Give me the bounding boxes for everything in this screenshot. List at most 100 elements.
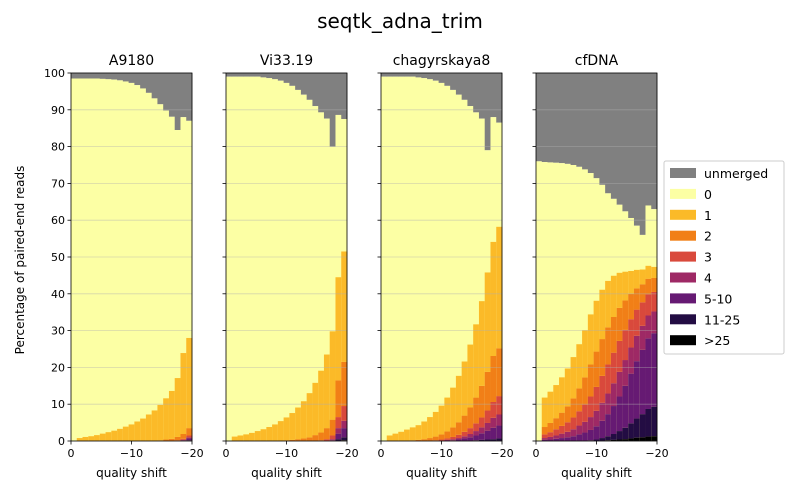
legend-label: 11-25 — [704, 312, 740, 327]
x-tick-label: −10 — [585, 447, 608, 460]
bar-0 — [231, 76, 238, 442]
bar-1 — [88, 436, 95, 441]
bar-0 — [386, 76, 393, 442]
bar-2 — [564, 406, 571, 423]
bar-0 — [467, 106, 474, 442]
y-tick-label: 80 — [51, 141, 65, 154]
bar-3 — [599, 375, 606, 403]
bar-1 — [145, 414, 153, 441]
bar-2 — [450, 427, 457, 437]
legend-label: unmerged — [704, 166, 768, 181]
bar-1 — [651, 266, 658, 278]
bar-unmerged — [455, 73, 463, 95]
bar-0 — [536, 161, 543, 441]
bar-1 — [266, 427, 273, 441]
bar-1 — [547, 391, 554, 423]
bar-1 — [105, 432, 112, 441]
bar-0 — [421, 78, 428, 441]
panel-title: cfDNA — [575, 53, 619, 69]
bar-11-25 — [639, 414, 646, 438]
x-tick-label: −20 — [645, 447, 668, 460]
bar-gt25 — [633, 437, 641, 441]
bar-1 — [312, 382, 319, 436]
bar-2 — [628, 293, 635, 320]
bar-unmerged — [404, 73, 411, 77]
bar-gt25 — [628, 438, 635, 441]
bar-3 — [484, 410, 491, 423]
bar-3 — [564, 422, 571, 432]
bar-2 — [593, 351, 600, 387]
y-tick-label: 50 — [51, 251, 65, 264]
bar-unmerged — [605, 73, 612, 194]
bar-1 — [163, 398, 170, 440]
bar-1 — [444, 397, 451, 432]
bar-5-10 — [587, 429, 595, 441]
x-tick-label: −10 — [275, 447, 298, 460]
bar-5-10 — [341, 428, 348, 438]
bar-1 — [277, 421, 285, 441]
bar-5-10 — [478, 433, 486, 440]
bar-unmerged — [576, 73, 583, 167]
y-tick-label: 20 — [51, 361, 65, 374]
bar-unmerged — [633, 73, 641, 226]
bar-unmerged — [398, 73, 405, 77]
bar-unmerged — [473, 73, 480, 113]
bar-unmerged — [231, 73, 238, 77]
panel-3: cfDNA 0 −10 −20 quality shift — [532, 53, 669, 480]
bar-1 — [341, 251, 348, 362]
bar-1 — [323, 354, 331, 429]
bar-1 — [386, 435, 393, 441]
bar-2 — [427, 438, 434, 441]
bar-unmerged — [335, 73, 342, 115]
bar-5-10 — [651, 333, 658, 407]
bar-2 — [473, 397, 480, 424]
bar-2 — [484, 371, 491, 411]
bar-2 — [651, 277, 658, 292]
bar-4 — [628, 347, 635, 374]
bar-unmerged — [88, 73, 95, 79]
bar-unmerged — [553, 73, 560, 163]
bar-unmerged — [409, 73, 416, 77]
bar-1 — [283, 417, 290, 441]
bar-unmerged — [438, 73, 445, 83]
bar-1 — [427, 417, 434, 439]
chart-title: seqtk_adna_trim — [317, 9, 483, 33]
legend-swatch — [670, 188, 696, 199]
bar-1 — [622, 271, 629, 301]
bar-unmerged — [570, 73, 577, 165]
legend-swatch — [670, 209, 696, 220]
bar-0 — [473, 112, 480, 441]
bar-unmerged — [587, 73, 595, 174]
bar-4 — [473, 431, 480, 436]
x-tick-label: −10 — [430, 447, 453, 460]
bar-unmerged — [94, 73, 101, 79]
bar-gt25 — [645, 436, 652, 441]
bar-1 — [335, 277, 342, 381]
legend-swatch — [670, 314, 696, 325]
bar-2 — [438, 434, 445, 440]
bar-5-10 — [455, 439, 463, 441]
bar-unmerged — [381, 73, 388, 77]
bar-0 — [461, 99, 468, 441]
bar-0 — [553, 162, 560, 442]
bar-1 — [254, 431, 261, 441]
bar-0 — [478, 118, 486, 441]
bar-unmerged — [645, 73, 652, 206]
bar-0 — [122, 81, 130, 442]
bar-3 — [329, 435, 336, 440]
bar-1 — [421, 421, 428, 440]
bar-4 — [639, 325, 646, 350]
x-tick-label: −10 — [120, 447, 143, 460]
bar-0 — [226, 76, 233, 442]
bar-unmerged — [243, 73, 250, 77]
bar-3 — [461, 431, 468, 437]
bar-gt25 — [639, 437, 646, 441]
bar-1 — [645, 265, 652, 279]
legend-swatch — [670, 335, 696, 346]
bar-11-25 — [490, 439, 497, 441]
bar-1 — [151, 410, 158, 441]
bar-0 — [88, 78, 95, 442]
bar-0 — [145, 92, 153, 441]
bar-1 — [82, 436, 89, 441]
bar-5-10 — [599, 420, 606, 439]
